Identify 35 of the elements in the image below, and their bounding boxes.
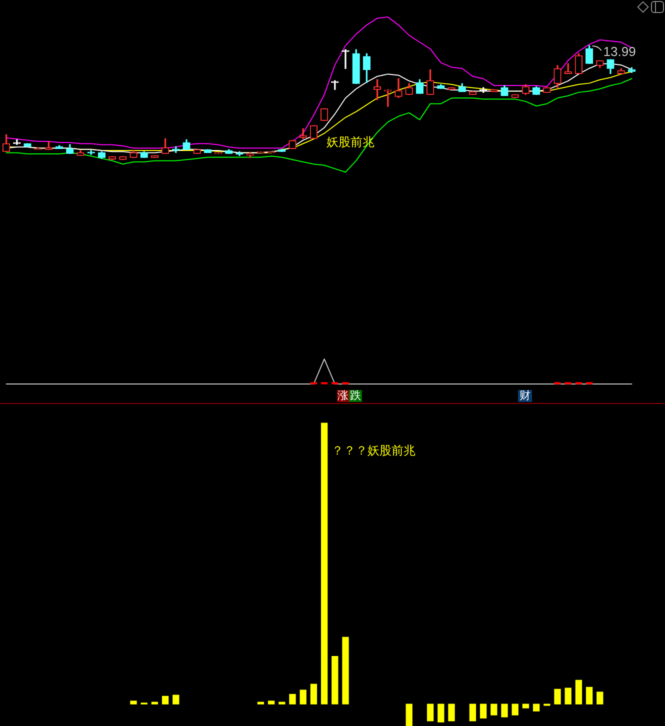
bar [172,694,180,704]
bar [310,684,318,704]
bar [448,704,455,722]
bar [596,692,604,704]
bar [586,686,593,704]
candlestick [342,49,350,69]
bar [490,704,498,716]
bar [532,704,540,712]
bar [300,690,306,704]
bar [320,422,328,704]
bar [501,704,508,718]
bar [469,704,476,722]
bar [522,704,530,708]
badge: 跌 [349,390,362,402]
annotation: ？？？妖股前兆 [331,443,416,458]
bar [268,700,275,704]
bar [438,704,444,722]
bar [130,700,137,704]
bar [342,636,349,704]
bar [406,704,412,726]
bar [332,656,338,704]
bar [151,702,158,704]
badge: 财 [518,390,532,402]
bar [162,696,169,704]
bar [426,704,434,722]
bar [257,702,264,704]
bar [564,688,572,704]
bar [289,694,296,704]
badge: 涨 [337,390,349,402]
bar [575,680,582,704]
bar [554,688,561,704]
bar [278,702,286,704]
bar [512,704,518,716]
annotation: 13.99 [603,44,636,60]
bar [480,704,487,718]
